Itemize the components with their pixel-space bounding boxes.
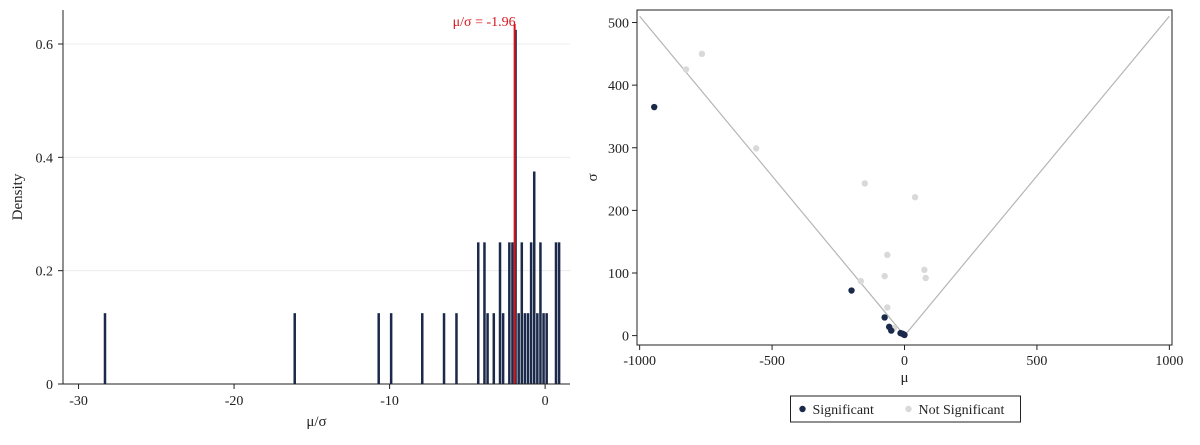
histogram-y-tick-label: 0.6: [36, 38, 54, 53]
histogram-bar: [526, 313, 530, 384]
not-significant-point: [884, 251, 891, 259]
scatter-y-tick-label: 400: [608, 79, 629, 94]
histogram-bar: [420, 313, 424, 384]
scatter-x-axis-label: μ: [900, 370, 908, 386]
scatter-points: [651, 50, 929, 339]
histogram-y-ticks: 0 0.2 0.4 0.6: [36, 38, 63, 393]
boundary-line: [639, 15, 905, 336]
histogram-bar: [501, 313, 505, 384]
boundary-line: [904, 15, 1170, 336]
histogram-bar: [517, 313, 520, 384]
significant-point: [901, 331, 908, 339]
histogram-bar: [377, 313, 380, 384]
histogram-bar: [532, 171, 536, 384]
histogram-bars: [103, 29, 561, 384]
scatter-y-tick-label: 300: [608, 142, 629, 157]
histogram-x-ticks: -30 -20 -10 0: [69, 384, 549, 409]
histogram-bar: [508, 242, 511, 384]
not-significant-point: [922, 274, 929, 282]
scatter-legend: Significant Not Significant: [790, 395, 1021, 423]
histogram-x-tick-label: -30: [69, 394, 88, 409]
significant-point: [651, 103, 658, 111]
reference-line-group: μ/σ = -1.96: [453, 15, 516, 384]
not-significant-point: [752, 145, 760, 152]
scatter-y-ticks: 0 100 200 300 400 500: [608, 17, 637, 345]
not-significant-point: [911, 194, 919, 201]
legend-not-significant-marker: [905, 405, 912, 413]
histogram-bar: [476, 242, 480, 384]
histogram-bar: [483, 242, 486, 384]
not-significant-point: [698, 50, 706, 58]
histogram-bar: [554, 242, 558, 384]
scatter-y-tick-label: 500: [608, 17, 629, 32]
histogram-bar: [442, 313, 446, 384]
histogram-y-tick-label: 0.2: [36, 265, 54, 280]
significant-point: [888, 327, 895, 334]
histogram-x-axis-label: μ/σ: [306, 414, 326, 430]
histogram-bar: [542, 313, 545, 384]
histogram-gridlines: [63, 43, 570, 272]
scatter-y-axis-label: σ: [585, 173, 601, 181]
histogram-x-tick-label: -10: [380, 394, 399, 409]
histogram-panel: μ/σ = -1.96 0 0.2 0.4 0.6 -30 -20 -10 0 Densit…: [10, 10, 570, 430]
scatter-boundary-lines: [639, 15, 1170, 336]
not-significant-point: [682, 66, 690, 73]
scatter-x-tick-label: 500: [1026, 354, 1047, 369]
scatter-y-tick-label: 100: [608, 267, 629, 282]
histogram-bar: [389, 313, 393, 384]
legend-significant-label: Significant: [813, 403, 875, 418]
histogram-bar: [523, 313, 527, 384]
histogram-bar: [545, 313, 548, 384]
histogram-y-tick-label: 0: [46, 378, 53, 393]
significant-point: [848, 287, 855, 294]
histogram-bar: [498, 242, 502, 384]
histogram-bar: [492, 313, 496, 384]
scatter-x-tick-label: 0: [901, 354, 908, 369]
histogram-bar: [511, 242, 514, 384]
scatter-y-tick-label: 200: [608, 204, 629, 219]
histogram-x-tick-label: -20: [225, 394, 244, 409]
histogram-bar: [529, 242, 533, 384]
legend-significant-marker: [799, 405, 806, 413]
histogram-y-tick-label: 0.4: [36, 151, 54, 166]
histogram-bar: [539, 242, 542, 384]
scatter-x-tick-label: -500: [759, 354, 785, 369]
scatter-y-tick-label: 0: [622, 330, 629, 345]
significant-point: [881, 314, 888, 321]
histogram-bar: [455, 313, 458, 384]
histogram-bar: [536, 313, 539, 384]
scatter-plot-frame: [636, 9, 1173, 346]
scatter-panel: 0 100 200 300 400 500 -1000 -500 0 500 1000 σ μ S…: [585, 9, 1183, 423]
scatter-x-tick-label: -1000: [623, 354, 656, 369]
reference-line-label: μ/σ = -1.96: [453, 15, 516, 30]
not-significant-point: [921, 266, 928, 274]
not-significant-point: [881, 272, 888, 280]
scatter-x-ticks: -1000 -500 0 500 1000: [623, 345, 1183, 369]
not-significant-point: [861, 180, 868, 187]
legend-not-significant-label: Not Significant: [919, 403, 1005, 418]
scatter-x-tick-label: 1000: [1155, 354, 1183, 369]
histogram-bar: [486, 313, 489, 384]
not-significant-point: [857, 277, 864, 285]
not-significant-point: [884, 304, 891, 311]
histogram-x-tick-label: 0: [542, 394, 549, 409]
histogram-bar: [103, 313, 107, 384]
histogram-bar: [293, 313, 296, 384]
histogram-y-axis-label: Density: [10, 173, 26, 220]
histogram-bar: [520, 242, 524, 384]
histogram-bar: [557, 242, 561, 384]
